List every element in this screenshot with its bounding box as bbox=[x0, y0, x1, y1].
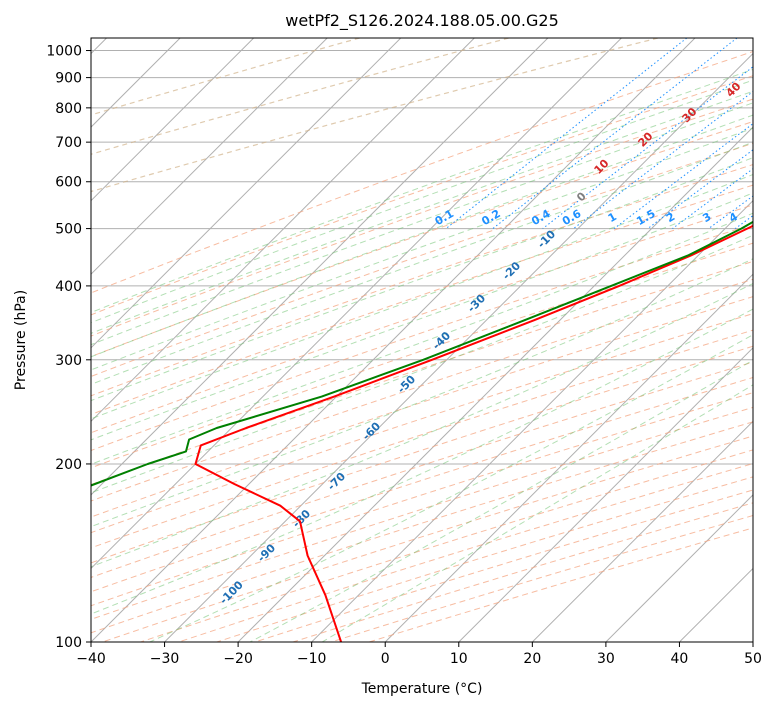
x-tick-label: −40 bbox=[76, 651, 106, 667]
plot-frame bbox=[90, 37, 754, 643]
dry-adiabat bbox=[91, 75, 753, 316]
moist-adiabat bbox=[91, 283, 753, 568]
moist-adiabat bbox=[91, 79, 753, 324]
y-tick-label: 1000 bbox=[46, 44, 82, 60]
mixing-ratio-line bbox=[573, 90, 753, 229]
isotherm-line bbox=[237, 126, 753, 642]
y-axis-label: Pressure (hPa) bbox=[13, 290, 29, 390]
x-tick-label: 30 bbox=[597, 651, 615, 667]
moist-adiabat bbox=[149, 334, 753, 642]
x-axis-label: Temperature (°C) bbox=[361, 681, 483, 697]
dry-adiabat bbox=[91, 376, 753, 593]
isotherm-line bbox=[384, 273, 753, 642]
moist-adiabat bbox=[91, 127, 753, 371]
dry-adiabat bbox=[91, 121, 753, 358]
mixing-ratio-line bbox=[542, 66, 753, 229]
y-tick-label: 800 bbox=[55, 101, 82, 117]
isotherm-line bbox=[91, 38, 402, 349]
background-lines bbox=[91, 38, 753, 642]
dry-adiabat bbox=[91, 223, 753, 452]
isotherm-line bbox=[91, 38, 549, 496]
isotherm-line bbox=[531, 420, 753, 642]
x-tick-label: −30 bbox=[150, 651, 180, 667]
x-tick-label: −10 bbox=[297, 651, 327, 667]
y-tick-label: 100 bbox=[55, 635, 82, 651]
isotherm-line bbox=[458, 347, 753, 642]
moist-adiabat bbox=[91, 90, 753, 334]
isotherm-line bbox=[91, 38, 255, 202]
moist-adiabat bbox=[249, 359, 753, 642]
isotherm-line bbox=[164, 52, 753, 642]
x-tick-label: −20 bbox=[223, 651, 253, 667]
dry-adiabat bbox=[91, 329, 753, 549]
y-tick-label: 700 bbox=[55, 135, 82, 151]
y-tick-label: 500 bbox=[55, 222, 82, 238]
dry-adiabat bbox=[91, 164, 753, 397]
dry-adiabat bbox=[91, 184, 753, 416]
dry-adiabat bbox=[91, 278, 753, 502]
y-tick-label: 200 bbox=[55, 457, 82, 473]
y-tick-label: 600 bbox=[55, 175, 82, 191]
y-axis: 1000 900 800 700 600 500 400 300 200 100 bbox=[46, 44, 91, 651]
moist-adiabat bbox=[91, 141, 753, 385]
x-tick-label: 10 bbox=[450, 651, 468, 667]
tan-reference-curve bbox=[91, 38, 360, 116]
y-tick-label: 400 bbox=[55, 279, 82, 295]
moist-adiabat bbox=[91, 114, 753, 358]
moist-adiabat bbox=[91, 192, 753, 441]
isotherm-line bbox=[91, 38, 328, 275]
dewpoint-profile bbox=[91, 220, 753, 487]
dry-adiabat bbox=[91, 50, 753, 294]
x-tick-label: 50 bbox=[744, 651, 762, 667]
dry-adiabat bbox=[91, 296, 753, 518]
isotherm-line bbox=[91, 38, 696, 642]
moist-adiabat bbox=[91, 308, 753, 615]
y-tick-label: 300 bbox=[55, 353, 82, 369]
y-tick-label: 900 bbox=[55, 71, 82, 87]
x-tick-label: 0 bbox=[381, 651, 390, 667]
isotherm-line bbox=[91, 38, 475, 423]
isotherm-line bbox=[311, 199, 753, 642]
moist-adiabat bbox=[91, 234, 753, 494]
x-tick-label: 20 bbox=[523, 651, 541, 667]
mixing-ratio-line bbox=[672, 168, 753, 230]
dry-adiabat bbox=[91, 242, 753, 469]
moist-adiabat bbox=[91, 68, 753, 314]
x-axis: −40 −30 −20 −10 0 10 20 30 40 50 bbox=[76, 642, 762, 667]
temperature-profile bbox=[194, 224, 753, 642]
isotherm-line bbox=[91, 38, 622, 570]
chart-title: wetPf2_S126.2024.188.05.00.G25 bbox=[285, 11, 559, 31]
moist-adiabat bbox=[91, 173, 753, 420]
dry-adiabat bbox=[91, 361, 753, 578]
sounding-profiles bbox=[91, 220, 753, 642]
dry-adiabat bbox=[91, 142, 753, 378]
x-tick-label: 40 bbox=[671, 651, 689, 667]
